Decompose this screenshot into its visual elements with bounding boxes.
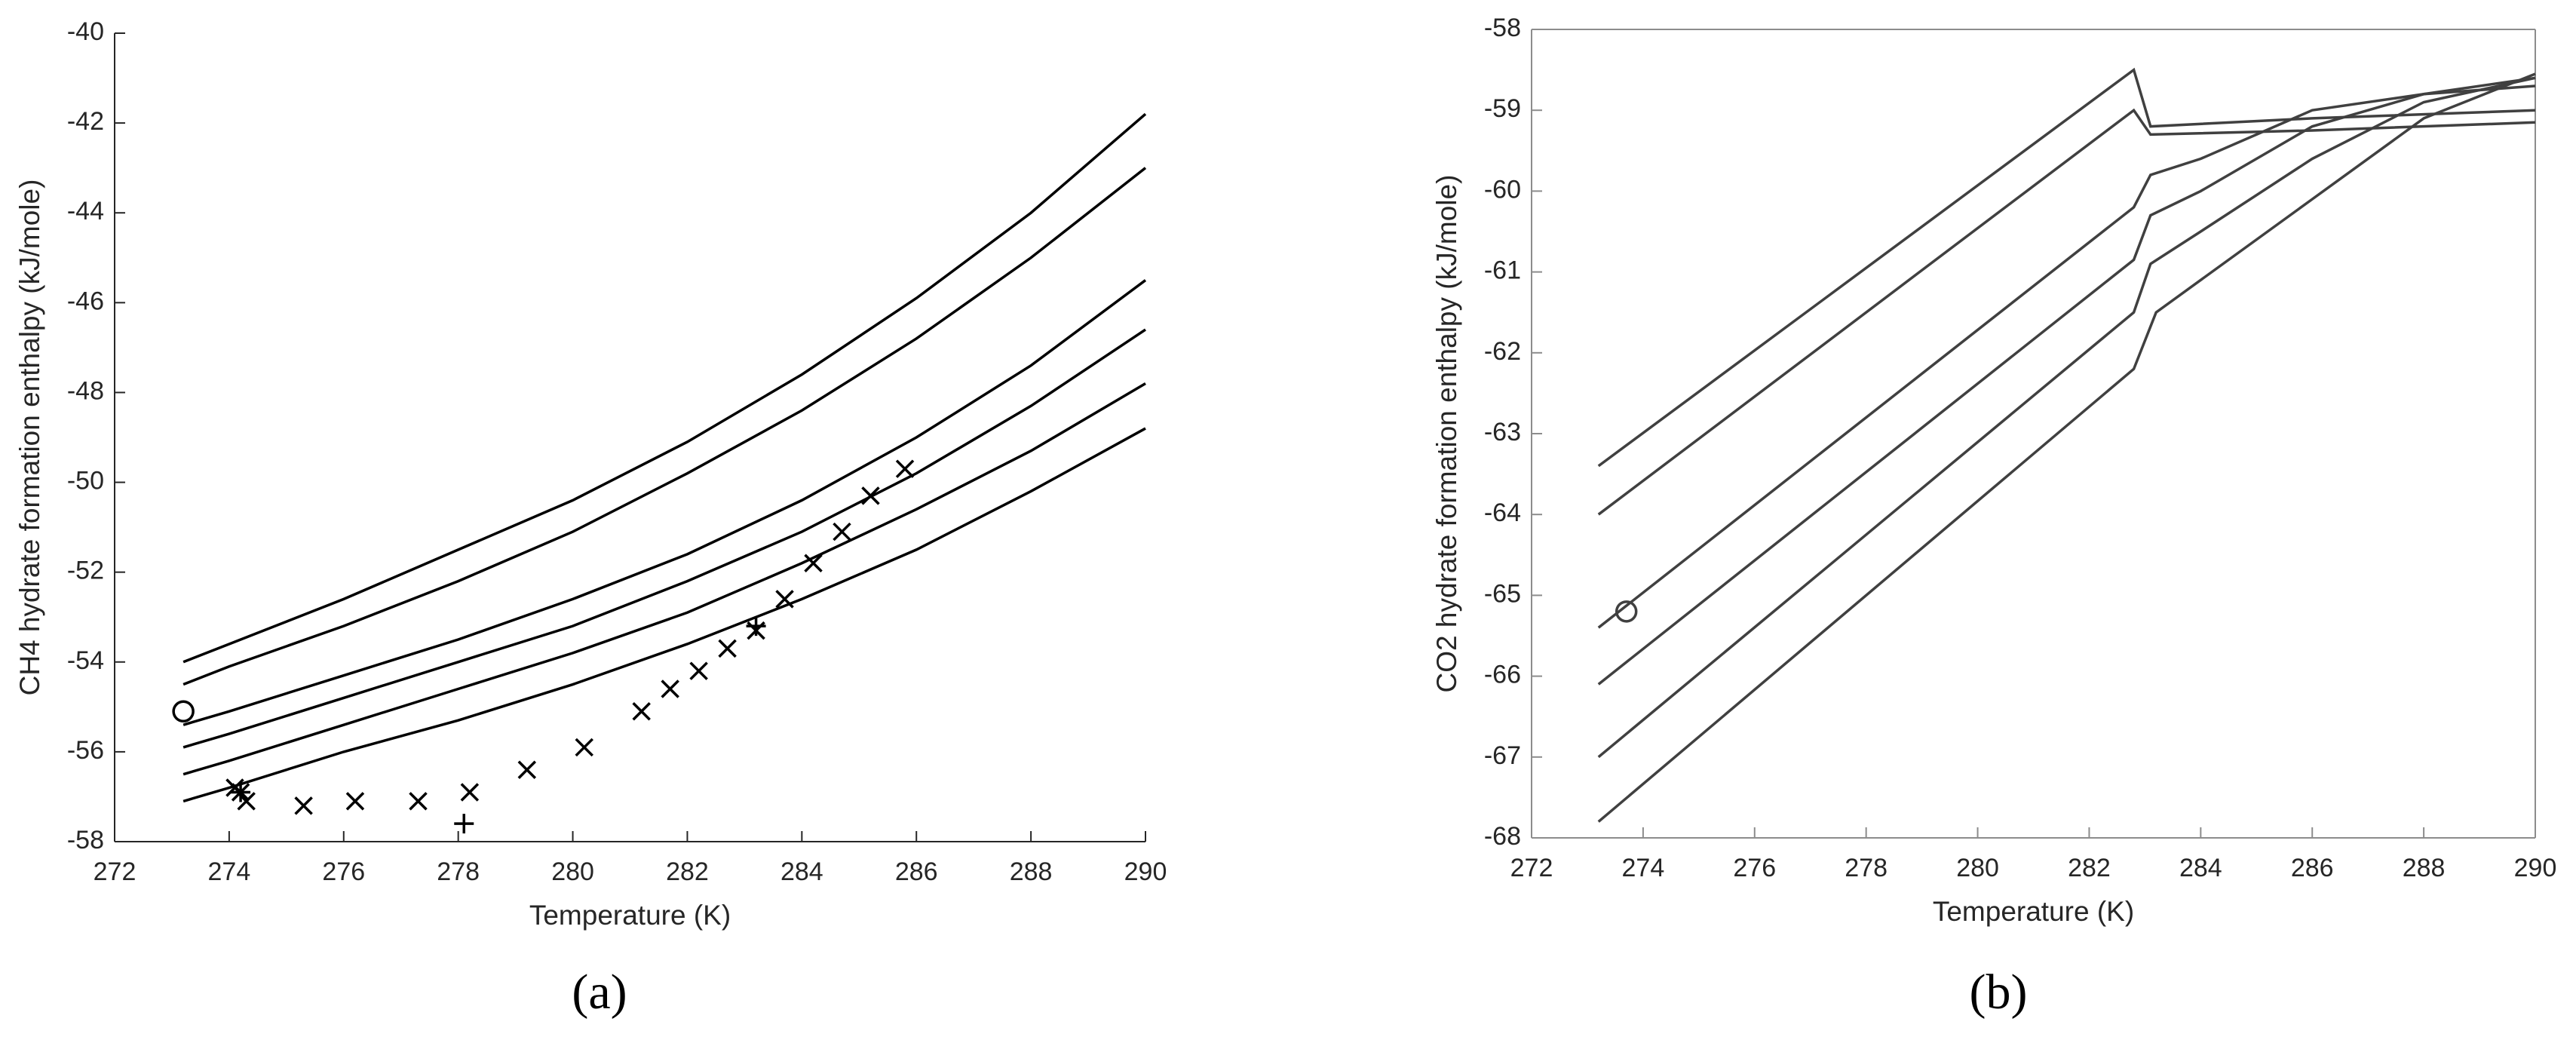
y-tick-label: -64 <box>1484 498 1521 527</box>
y-axis-title: CH4 hydrate formation enthalpy (kJ/mole) <box>14 179 45 696</box>
y-tick-label: -58 <box>67 826 104 854</box>
marker-x <box>775 590 794 609</box>
x-tick-label: 282 <box>666 857 709 886</box>
marker-x <box>804 554 823 572</box>
y-tick-label: -61 <box>1484 256 1521 285</box>
y-tick-label: -40 <box>67 17 104 46</box>
marker-x <box>294 796 313 815</box>
y-tick-label: -46 <box>67 287 104 315</box>
x-tick-label: 272 <box>1510 854 1553 882</box>
x-tick-label: 274 <box>1622 854 1665 882</box>
y-tick-label: -48 <box>67 376 104 405</box>
x-tick-label: 288 <box>1010 857 1053 886</box>
data-line <box>1597 76 2536 686</box>
x-tick-label: 280 <box>1956 854 1999 882</box>
x-tick-label: 278 <box>1845 854 1888 882</box>
y-tick-label: -62 <box>1484 337 1521 366</box>
panel-label: (b) <box>1970 965 2028 1020</box>
y-tick-label: -44 <box>67 197 104 225</box>
panel-label: (a) <box>572 965 627 1020</box>
y-tick-label: -68 <box>1484 822 1521 851</box>
y-tick-label: -66 <box>1484 661 1521 689</box>
chart-panel: 272 274 276 278 280 282 284 286 288 290 -58 -56 -54 -… <box>14 17 1167 1020</box>
marker-x <box>460 783 480 802</box>
data-line <box>1597 108 2536 516</box>
x-axis-title: Temperature (K) <box>529 900 731 931</box>
marker-plus <box>454 814 474 834</box>
data-line <box>1597 84 2536 629</box>
marker-x <box>689 661 708 680</box>
marker-x <box>575 738 593 757</box>
marker-x <box>833 522 851 541</box>
marker-x <box>632 702 651 721</box>
data-line <box>1597 72 2536 823</box>
data-line <box>182 279 1147 726</box>
y-tick-label: -56 <box>67 736 104 765</box>
x-tick-label: 288 <box>2403 854 2446 882</box>
marker-x <box>409 792 428 811</box>
data-line <box>182 112 1147 664</box>
y-tick-label: -54 <box>67 646 104 675</box>
y-tick-label: -60 <box>1484 175 1521 204</box>
x-tick-label: 290 <box>1124 857 1167 886</box>
y-tick-label: -67 <box>1484 741 1521 770</box>
marker-x <box>895 459 915 478</box>
x-tick-label: 274 <box>208 857 251 886</box>
y-tick-label: -63 <box>1484 418 1521 446</box>
data-line <box>182 167 1147 686</box>
x-tick-label: 276 <box>322 857 365 886</box>
y-tick-label: -42 <box>67 107 104 136</box>
marker-x <box>345 792 365 811</box>
marker-x <box>661 679 679 698</box>
y-tick-label: -50 <box>67 467 104 495</box>
x-tick-label: 276 <box>1733 854 1776 882</box>
marker-plus <box>746 616 766 637</box>
x-tick-label: 280 <box>551 857 594 886</box>
x-tick-label: 272 <box>94 857 136 886</box>
data-line <box>182 427 1146 803</box>
x-tick-label: 286 <box>2291 854 2334 882</box>
x-tick-label: 284 <box>2179 854 2222 882</box>
x-tick-label: 284 <box>780 857 823 886</box>
y-tick-label: -52 <box>67 557 104 585</box>
chart-panel: 272 274 276 278 280 282 284 286 288 290 -68 -67 -66 -… <box>1431 14 2557 1020</box>
y-axis-title: CO2 hydrate formation enthalpy (kJ/mole) <box>1431 175 1462 693</box>
x-tick-label: 286 <box>895 857 938 886</box>
marker-circle <box>1615 600 1638 623</box>
y-tick-label: -59 <box>1484 94 1521 123</box>
x-axis-title: Temperature (K) <box>1933 896 2134 927</box>
x-tick-label: 282 <box>2068 854 2111 882</box>
x-tick-label: 278 <box>437 857 480 886</box>
data-line <box>182 382 1146 776</box>
y-tick-label: -58 <box>1484 14 1521 42</box>
marker-x <box>861 486 880 505</box>
x-tick-label: 290 <box>2514 854 2557 882</box>
y-tick-label: -65 <box>1484 579 1521 608</box>
data-line <box>182 328 1146 749</box>
marker-circle <box>172 700 195 723</box>
data-line <box>1597 76 2536 759</box>
marker-plus <box>231 782 251 802</box>
marker-x <box>517 760 537 779</box>
data-line <box>1597 67 2536 468</box>
marker-x <box>718 639 737 658</box>
